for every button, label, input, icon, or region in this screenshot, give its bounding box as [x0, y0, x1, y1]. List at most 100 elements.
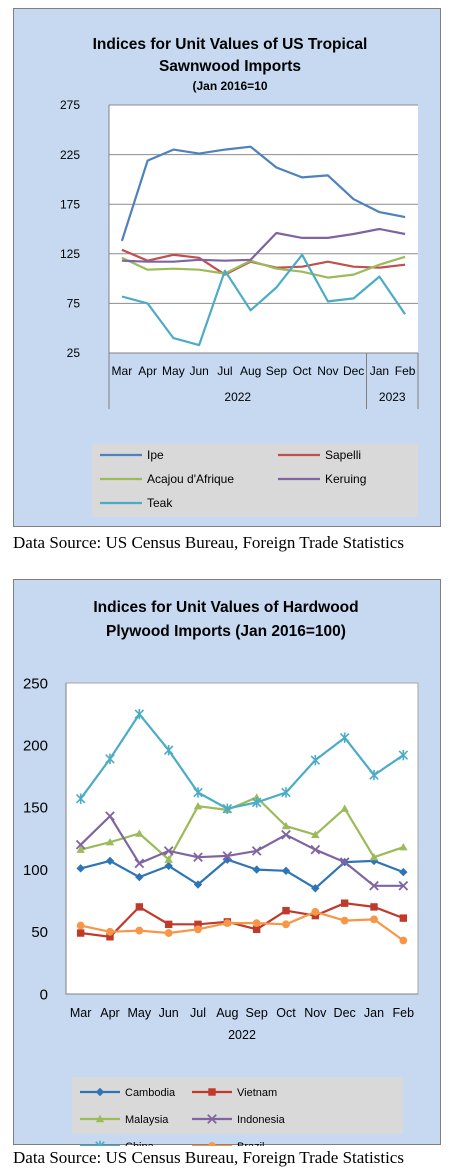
x-tick-label: Nov [304, 1006, 327, 1020]
data-point [399, 867, 408, 877]
series-line [80, 858, 404, 890]
x-tick-label: Feb [395, 364, 416, 378]
series-line [80, 902, 404, 938]
data-point [76, 921, 85, 930]
legend-label: Malaysia [125, 1114, 169, 1126]
data-point [163, 744, 174, 756]
legend-key-malaysia [80, 1114, 120, 1123]
x-tick-label: Sep [246, 1006, 268, 1020]
legend-label: Acajou d'Afrique [147, 472, 234, 486]
data-point [106, 933, 114, 941]
data-point [134, 708, 145, 720]
sawnwood-chart-panel: Indices for Unit Values of US Tropical S… [13, 8, 441, 527]
series-line [121, 255, 406, 279]
x-tick-label: Oct [276, 1006, 296, 1020]
data-point [399, 936, 408, 945]
series-line [80, 796, 404, 861]
x-tick-label: Jun [189, 364, 208, 378]
data-point [339, 857, 350, 867]
x-tick-label: Mar [70, 1006, 92, 1020]
legend-marker [95, 1087, 105, 1097]
chart-title-line1: Indices for Unit Values of Hardwood [93, 599, 358, 616]
data-point [252, 793, 261, 801]
legend-marker [95, 1140, 105, 1146]
series-line [79, 815, 404, 887]
data-point [75, 793, 86, 804]
legend-label: Sapelli [325, 448, 361, 462]
x-tick-label: Aug [216, 1006, 238, 1020]
legend-key-china [80, 1140, 120, 1146]
y-tick-label: 75 [67, 297, 81, 311]
data-point [193, 852, 203, 862]
data-point [369, 769, 379, 781]
y-tick-label: 100 [23, 862, 48, 879]
data-point [105, 856, 115, 866]
data-point [105, 811, 115, 821]
data-point [193, 787, 203, 798]
series-line [121, 227, 406, 263]
legend-label: China [125, 1141, 155, 1146]
series-line [121, 253, 407, 347]
series-keruing [121, 227, 406, 263]
data-point [399, 843, 408, 851]
x-tick-label: Jan [364, 1006, 384, 1020]
x-tick-label: May [128, 1006, 152, 1020]
series-indonesia [75, 811, 409, 891]
legend-label: Keruing [325, 472, 366, 486]
x-tick-label: Apr [138, 364, 157, 378]
x-tick-label: Jan [370, 364, 389, 378]
x-tick-label: Dec [334, 1006, 356, 1020]
year-group-label: 2023 [379, 390, 406, 404]
data-point [252, 919, 261, 927]
data-point [340, 804, 349, 812]
data-point [76, 845, 85, 853]
data-point [252, 865, 261, 874]
data-source-note: Data Source: US Census Bureau, Foreign T… [13, 1148, 404, 1167]
legend-label: Cambodia [125, 1087, 176, 1099]
y-tick-label: 125 [60, 247, 80, 261]
data-point [194, 920, 202, 929]
chart-title-line1: Indices for Unit Values of US Tropical [93, 36, 368, 53]
legend-key-cambodia [80, 1087, 120, 1097]
data-point [105, 753, 115, 765]
data-point [252, 925, 261, 934]
data-point [163, 846, 174, 856]
x-tick-label: Jul [217, 364, 232, 378]
legend-key-indonesia [192, 1114, 232, 1124]
data-point [164, 855, 173, 863]
data-point [310, 754, 321, 766]
series-line [80, 910, 404, 942]
data-point [135, 829, 144, 837]
y-tick-label: 0 [40, 986, 48, 1003]
data-point [340, 916, 349, 925]
legend-label: Brazil [237, 1141, 265, 1146]
series-malaysia [76, 793, 408, 863]
data-point [193, 880, 203, 889]
plywood-chart: Indices for Unit Values of Hardwood Plyw… [23, 599, 419, 1146]
year-group-label: 2022 [224, 390, 251, 404]
x-tick-label: Oct [293, 364, 312, 378]
x-tick-label: Dec [343, 364, 364, 378]
data-point [369, 852, 379, 861]
data-point [281, 821, 291, 830]
data-point [251, 846, 262, 856]
data-point [193, 801, 203, 810]
data-point [398, 880, 409, 891]
legend-key-vietnam [192, 1088, 232, 1096]
x-tick-label: Mar [112, 364, 133, 378]
data-point [222, 803, 233, 814]
data-point [340, 899, 349, 907]
series-teak [121, 253, 407, 347]
data-point [222, 851, 233, 861]
y-tick-label: 150 [23, 800, 48, 817]
data-point [135, 903, 144, 911]
year-group-label: 2022 [228, 1028, 256, 1042]
series-china [75, 708, 409, 814]
data-point [106, 927, 114, 936]
series-ipe [120, 145, 406, 242]
data-point [76, 929, 85, 937]
data-point [282, 920, 290, 929]
data-point [251, 797, 262, 808]
y-tick-label: 275 [60, 98, 80, 112]
data-point [135, 926, 144, 935]
